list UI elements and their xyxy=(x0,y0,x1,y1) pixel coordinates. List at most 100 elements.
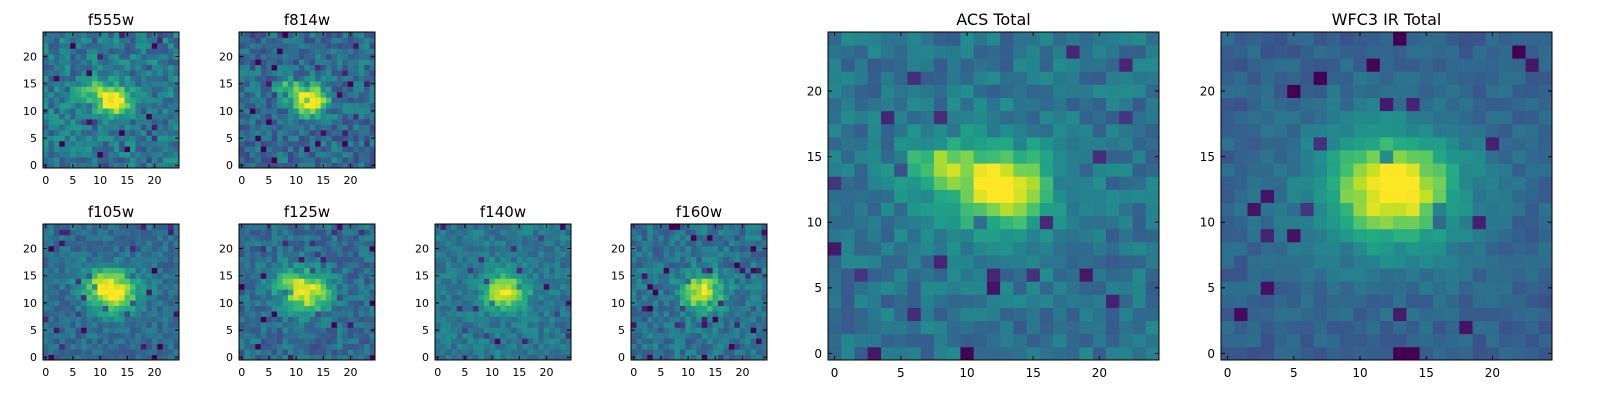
heatmap-cell xyxy=(151,300,158,306)
heatmap-cell xyxy=(97,294,104,301)
heatmap-cell xyxy=(511,234,517,241)
heatmap-cell xyxy=(320,327,327,334)
heatmap-cell xyxy=(947,45,961,59)
heatmap-cell xyxy=(669,240,675,247)
panel-title: ACS Total xyxy=(956,10,1030,29)
heatmap-cell xyxy=(48,75,55,82)
heatmap-cell xyxy=(500,343,507,350)
heatmap-cell xyxy=(1132,58,1147,72)
heatmap-cell xyxy=(293,80,300,87)
heatmap-cell xyxy=(331,75,338,82)
heatmap-cell xyxy=(287,108,294,114)
heatmap-cell xyxy=(1119,255,1133,269)
heatmap-cell xyxy=(462,294,469,301)
heatmap-cell xyxy=(249,349,256,355)
heatmap-cell xyxy=(549,300,556,306)
heatmap-cell xyxy=(336,267,343,274)
heatmap-cell xyxy=(168,338,174,345)
heatmap-cell xyxy=(854,110,869,125)
heatmap-cell xyxy=(1106,84,1120,98)
heatmap-cell xyxy=(358,64,365,71)
heatmap-cell xyxy=(549,354,556,361)
heatmap-cell xyxy=(1406,281,1420,295)
heatmap-cell xyxy=(880,71,895,85)
heatmap-cell xyxy=(516,267,523,274)
heatmap-cell xyxy=(162,119,169,125)
heatmap-cell xyxy=(162,75,169,82)
heatmap-cell xyxy=(320,251,327,258)
heatmap-cell xyxy=(108,32,115,38)
heatmap-cell xyxy=(728,278,735,285)
heatmap-cell xyxy=(1379,202,1394,217)
heatmap-cell xyxy=(140,349,147,355)
heatmap-cell xyxy=(933,268,948,282)
heatmap-cell xyxy=(331,108,338,114)
heatmap-cell xyxy=(266,327,273,334)
heatmap-cell xyxy=(108,262,115,268)
heatmap-cell xyxy=(707,245,713,252)
heatmap-cell xyxy=(255,354,262,361)
y-tick-label: 5 xyxy=(422,324,429,337)
heatmap-cell xyxy=(75,102,82,109)
heatmap-cell xyxy=(260,321,267,328)
heatmap-cell xyxy=(353,256,360,263)
heatmap-cell xyxy=(353,151,360,158)
heatmap-cell xyxy=(309,343,316,350)
heatmap-cell xyxy=(70,140,77,147)
heatmap-cell xyxy=(750,321,757,328)
heatmap-cell xyxy=(271,91,278,98)
heatmap-cell xyxy=(353,119,360,125)
heatmap-cell xyxy=(287,97,294,104)
heatmap-cell xyxy=(1119,150,1133,164)
heatmap-cell xyxy=(1000,320,1014,335)
heatmap-cell xyxy=(53,251,60,258)
heatmap-cell xyxy=(173,102,180,109)
heatmap-cell xyxy=(293,262,300,268)
heatmap-cell xyxy=(173,146,180,153)
heatmap-cell xyxy=(1026,307,1041,322)
heatmap-cell xyxy=(342,124,349,131)
heatmap-cell xyxy=(854,241,869,256)
heatmap-cell xyxy=(135,59,142,66)
heatmap-cell xyxy=(1419,150,1434,164)
heatmap-cell xyxy=(119,70,125,76)
heatmap-cell xyxy=(920,255,935,269)
heatmap-cell xyxy=(750,311,757,317)
heatmap-cell xyxy=(315,75,321,82)
heatmap-cell xyxy=(358,289,365,296)
heatmap-cell xyxy=(108,272,115,279)
heatmap-cell xyxy=(560,332,566,339)
heatmap-cell xyxy=(124,311,131,317)
heatmap-cell xyxy=(560,272,566,279)
heatmap-cell xyxy=(124,37,131,44)
heatmap-cell xyxy=(1026,32,1041,46)
heatmap-cell xyxy=(364,251,370,258)
heatmap-cell xyxy=(867,32,882,46)
heatmap-cell xyxy=(287,157,294,163)
heatmap-cell xyxy=(440,305,447,312)
x-tick-label: 0 xyxy=(42,366,49,379)
heatmap-cell xyxy=(739,256,746,263)
heatmap-cell xyxy=(135,327,142,334)
heatmap-cell xyxy=(462,305,469,312)
heatmap-cell xyxy=(728,300,735,306)
heatmap-cell xyxy=(933,32,948,46)
heatmap-cell xyxy=(947,163,961,177)
heatmap-cell xyxy=(75,162,82,169)
heatmap-cell xyxy=(1053,163,1067,177)
heatmap-cell xyxy=(1499,320,1513,335)
heatmap-cell xyxy=(1145,84,1160,98)
heatmap-cell xyxy=(151,289,158,296)
heatmap-cell xyxy=(1079,294,1094,308)
heatmap-cell xyxy=(1419,268,1434,282)
heatmap-cell xyxy=(511,267,517,274)
heatmap-cell xyxy=(287,229,294,236)
heatmap-cell xyxy=(669,283,675,290)
heatmap-cell xyxy=(342,42,349,49)
heatmap-cell xyxy=(565,262,572,268)
heatmap-cell xyxy=(1525,176,1540,190)
heatmap-cell xyxy=(173,48,180,55)
heatmap-cell xyxy=(663,240,670,247)
heatmap-cell xyxy=(260,272,267,279)
heatmap-cell xyxy=(1512,307,1526,322)
